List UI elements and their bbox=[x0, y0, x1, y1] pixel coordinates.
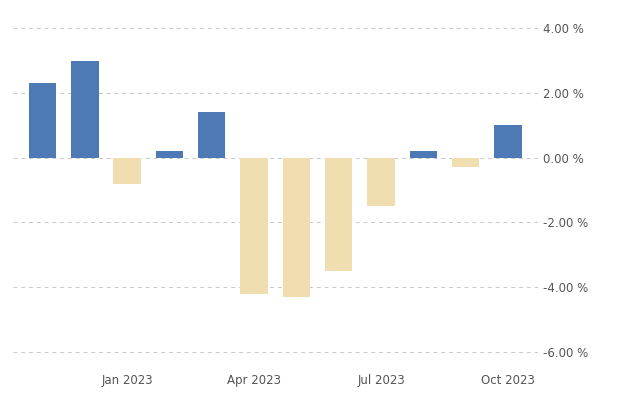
Bar bbox=[240, 158, 268, 294]
Bar bbox=[452, 158, 479, 167]
Bar bbox=[71, 60, 99, 158]
Bar bbox=[410, 151, 437, 158]
Bar bbox=[113, 158, 141, 184]
Bar bbox=[198, 112, 225, 158]
Bar bbox=[494, 125, 522, 158]
Bar bbox=[156, 151, 183, 158]
Bar bbox=[325, 158, 353, 271]
Bar bbox=[367, 158, 395, 206]
Bar bbox=[283, 158, 310, 297]
Bar bbox=[29, 83, 56, 158]
